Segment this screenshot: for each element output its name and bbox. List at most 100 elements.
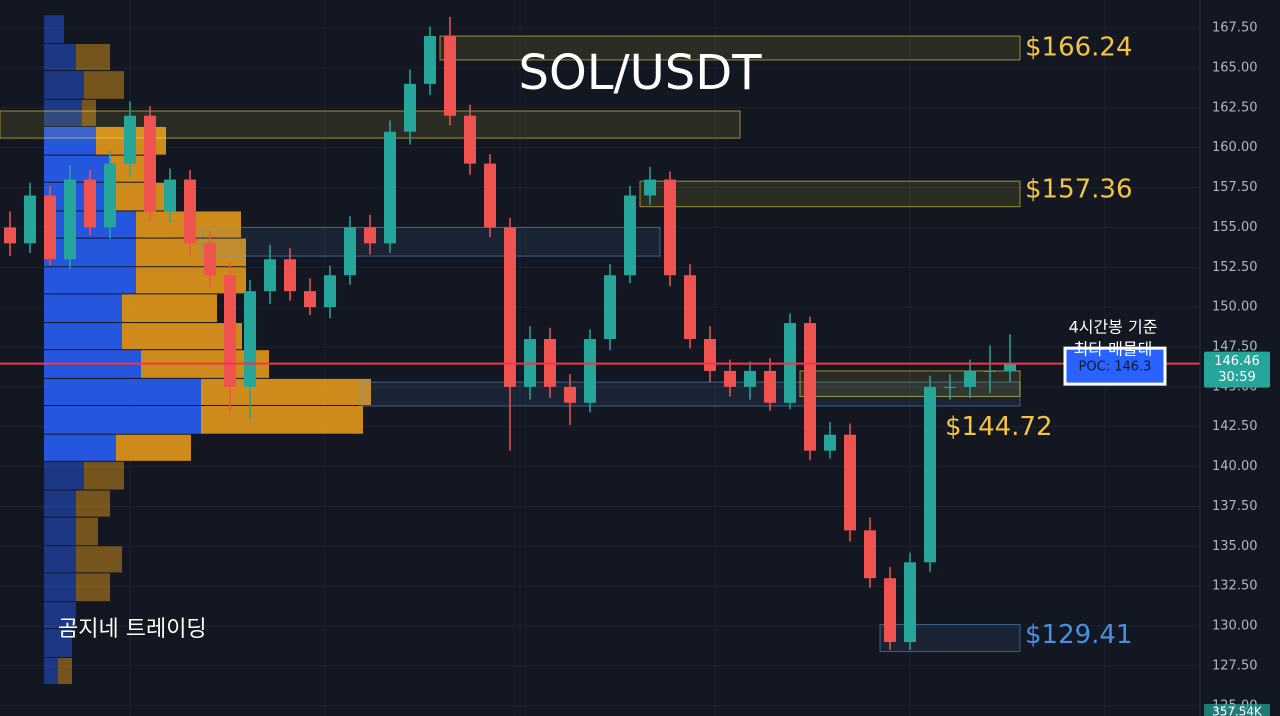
profile-buy [44,546,76,573]
candle-body [244,291,256,387]
candle-body [344,227,356,276]
profile-sell [122,323,242,350]
zone [799,370,1021,397]
candle-body [684,275,696,340]
profile-buy [44,126,96,155]
zone [439,35,1021,61]
y-tick-label: 127.50 [1212,658,1258,673]
candle-body [944,386,956,388]
candle-body [864,530,876,579]
profile-sell [76,490,110,517]
profile-buy [44,378,201,405]
zone [0,110,741,139]
candle-body [924,386,936,563]
profile-buy [44,15,64,44]
candle-body [484,163,496,228]
y-tick-label: 160.00 [1212,140,1258,155]
plot [0,0,1200,716]
candle-body [604,275,616,340]
profile-sell [76,44,110,71]
candle-body [144,115,156,212]
chart-title: SOL/USDT [518,45,762,101]
candle-body [424,36,436,84]
candle-body [904,562,916,643]
profile-sell [116,434,191,461]
y-tick-label: 132.50 [1212,579,1258,594]
candle-body [724,370,736,387]
profile-sell [84,461,124,490]
poc-note: 4시간봉 기준 [1069,318,1158,337]
candle-body [4,227,16,244]
candle-body [84,179,96,228]
poc-label: POC: 146.3 [1079,360,1152,375]
candle-body [504,227,516,387]
candle-body [164,179,176,212]
profile-buy [44,602,76,629]
profile-sell [76,517,98,546]
candle-body [104,163,116,228]
candle-body [184,179,196,244]
price-tag [1204,351,1270,388]
candle-body [764,370,776,403]
profile-buy [44,405,201,434]
profile-buy [44,490,76,517]
candle-body [404,83,416,132]
y-tick-label: 167.50 [1212,21,1258,36]
profile-buy [44,99,82,126]
profile-sell [82,99,96,126]
price-tag-label: 146.46 [1214,354,1260,369]
candle-body [964,370,976,387]
y-tick-label: 150.00 [1212,300,1258,315]
candle-body [24,195,36,244]
profile-buy [44,573,76,602]
candle-body [204,243,216,276]
poc-note: 최다 매물대 [1074,340,1153,359]
profile-buy [44,267,136,294]
candle-body [704,339,716,371]
candle-body [464,115,476,164]
profile-sell [76,546,122,573]
candle-body [644,179,656,196]
candle-body [364,227,376,244]
candle-body [384,131,396,244]
candle-body [264,259,276,292]
zone [639,180,1021,208]
volume-tag [1204,704,1270,716]
y-tick-label: 130.00 [1212,619,1258,634]
profile-buy [44,294,122,323]
zone [879,623,1021,653]
candle-body [124,115,136,164]
level-label: $144.72 [945,412,1053,442]
zone [199,226,661,257]
profile-buy [44,657,58,685]
candle-body [224,275,236,387]
y-tick-label: 162.50 [1212,100,1258,115]
level-label: $129.41 [1025,620,1133,650]
y-tick-label: 147.50 [1212,339,1258,354]
profile-sell [84,71,124,99]
level-label: $157.36 [1025,174,1133,204]
y-tick-label: 155.00 [1212,220,1258,235]
candle-body [824,434,836,451]
profile-buy [44,434,116,461]
profile-buy [44,461,84,490]
candle-body [304,291,316,308]
y-tick-label: 137.50 [1212,499,1258,514]
candle-body [584,339,596,403]
candle-body [844,434,856,531]
profile-buy [44,44,76,71]
candle-body [624,195,636,276]
candle-body [664,179,676,276]
candle-body [324,275,336,308]
profile-buy [44,517,76,546]
candle-body [64,179,76,260]
profile-buy [44,71,84,99]
profile-sell [201,405,363,434]
candle-body [884,578,896,643]
y-tick-label: 152.50 [1212,260,1258,275]
level-label: $166.24 [1025,33,1133,63]
profile-buy [44,629,72,657]
profile-sell [122,294,217,323]
candle-body [744,370,756,387]
